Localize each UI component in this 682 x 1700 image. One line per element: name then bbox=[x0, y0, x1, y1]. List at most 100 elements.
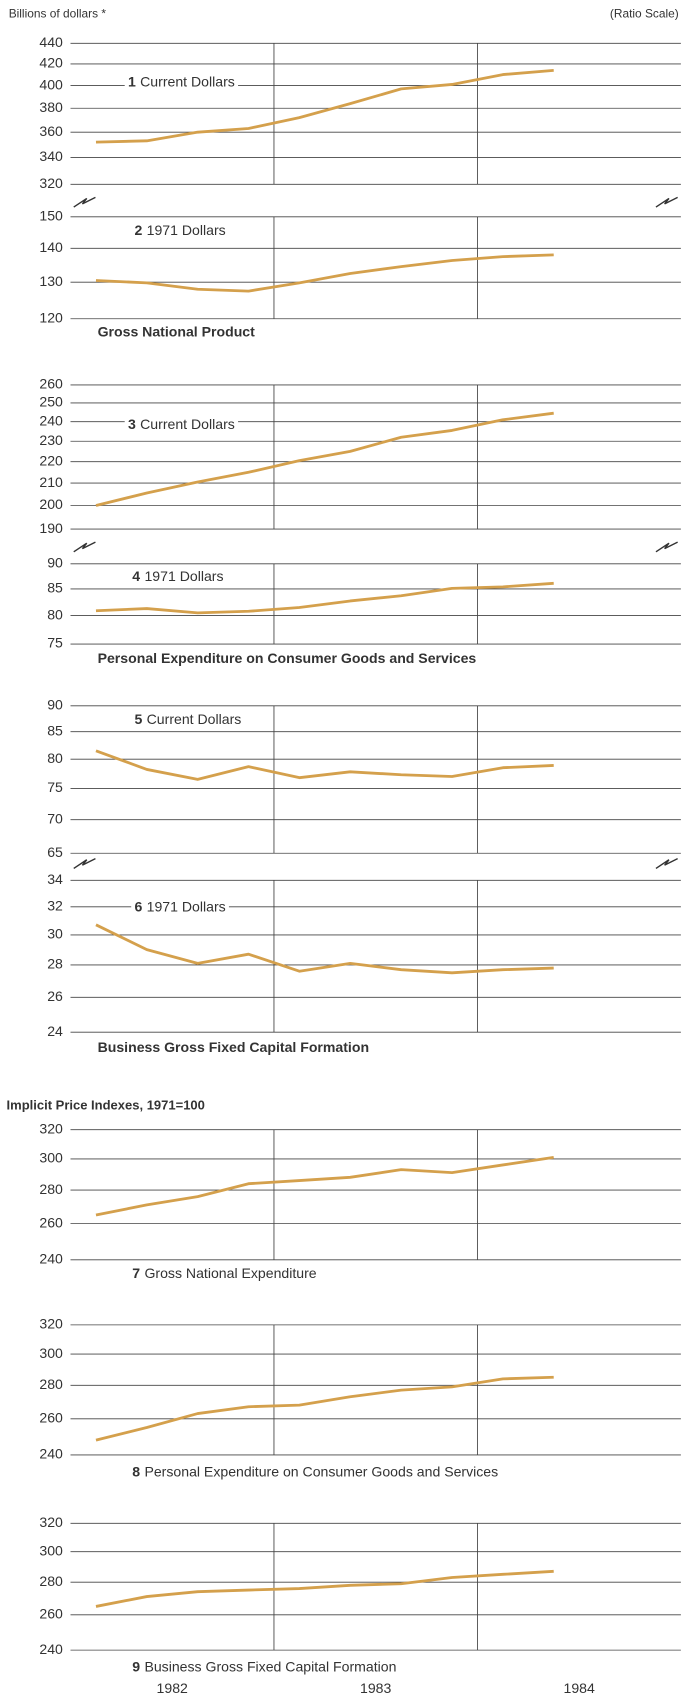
series-number: 4 bbox=[132, 568, 140, 584]
series-line bbox=[95, 1155, 554, 1217]
axis-break bbox=[655, 858, 678, 870]
y-tick-label: 65 bbox=[47, 844, 63, 860]
series-name: Current Dollars bbox=[140, 73, 235, 89]
series-name: Personal Expenditure on Consumer Goods a… bbox=[144, 1463, 498, 1479]
y-tick-label: 80 bbox=[47, 606, 63, 622]
label-background bbox=[129, 1463, 502, 1480]
y-tick-label: 34 bbox=[47, 871, 63, 887]
series-name: 1971 Dollars bbox=[144, 568, 223, 584]
y-tick-label: 75 bbox=[47, 779, 63, 795]
series-name: Current Dollars bbox=[147, 711, 242, 727]
y-tick-label: 120 bbox=[39, 309, 63, 325]
label-background bbox=[131, 898, 229, 915]
y-tick-label: 32 bbox=[47, 897, 63, 913]
axis-break bbox=[73, 858, 96, 870]
y-tick-label: 130 bbox=[39, 273, 63, 289]
series-label: 4 1971 Dollars bbox=[132, 568, 223, 584]
series-label: 7 Gross National Expenditure bbox=[132, 1265, 317, 1281]
label-background bbox=[131, 221, 229, 238]
y-tick-label: 320 bbox=[39, 1120, 63, 1136]
series-label: 8 Personal Expenditure on Consumer Goods … bbox=[132, 1463, 498, 1479]
y-tick-label: 140 bbox=[39, 239, 63, 255]
y-tick-label: 300 bbox=[39, 1345, 63, 1361]
series-line bbox=[95, 749, 554, 781]
caption: Personal Expenditure on Consumer Goods a… bbox=[98, 650, 477, 666]
series-number: 8 bbox=[132, 1463, 140, 1479]
y-tick-label: 360 bbox=[39, 123, 63, 139]
series-label: 6 1971 Dollars bbox=[134, 898, 225, 914]
y-tick-label: 80 bbox=[47, 750, 63, 766]
series-label: 5 Current Dollars bbox=[134, 711, 241, 727]
y-tick-label: 280 bbox=[39, 1376, 63, 1392]
y-tick-label: 280 bbox=[39, 1181, 63, 1197]
label-background bbox=[124, 73, 239, 90]
series-line bbox=[95, 1569, 554, 1608]
y-tick-label: 220 bbox=[39, 452, 63, 468]
series-name: 1971 Dollars bbox=[147, 898, 226, 914]
label-background bbox=[131, 710, 245, 727]
y-tick-label: 260 bbox=[39, 376, 63, 392]
y-tick-label: 340 bbox=[39, 148, 63, 164]
caption: Gross National Product bbox=[98, 324, 256, 340]
y-tick-label: 150 bbox=[39, 208, 63, 224]
y-tick-label: 210 bbox=[39, 474, 63, 490]
y-tick-label: 320 bbox=[39, 1514, 63, 1530]
label-background bbox=[129, 1658, 400, 1675]
y-tick-label: 280 bbox=[39, 1573, 63, 1589]
series-name: 1971 Dollars bbox=[147, 222, 226, 238]
series-number: 5 bbox=[134, 711, 142, 727]
y-tick-label: 380 bbox=[39, 99, 63, 115]
axis-break bbox=[73, 196, 96, 208]
series-name: Gross National Expenditure bbox=[144, 1265, 316, 1281]
x-tick-label: 1983 bbox=[360, 1680, 391, 1696]
y-tick-label: 250 bbox=[39, 394, 63, 410]
y-tick-label: 420 bbox=[39, 55, 63, 71]
series-label: 3 Current Dollars bbox=[128, 416, 235, 432]
y-tick-label: 24 bbox=[47, 1023, 63, 1039]
scale-label: (Ratio Scale) bbox=[610, 6, 679, 20]
series-label: 2 1971 Dollars bbox=[134, 222, 225, 238]
label-background bbox=[129, 1264, 321, 1281]
series-number: 2 bbox=[134, 222, 142, 238]
x-tick-label: 1982 bbox=[157, 1680, 188, 1696]
section-title: Implicit Price Indexes, 1971=100 bbox=[7, 1097, 205, 1112]
y-tick-label: 300 bbox=[39, 1542, 63, 1558]
series-number: 3 bbox=[128, 416, 136, 432]
y-tick-label: 28 bbox=[47, 956, 63, 972]
series-number: 1 bbox=[128, 73, 136, 89]
y-tick-label: 240 bbox=[39, 1251, 63, 1267]
y-tick-label: 90 bbox=[47, 554, 63, 570]
series-line bbox=[95, 1375, 554, 1442]
series-line bbox=[95, 411, 554, 507]
y-tick-label: 260 bbox=[39, 1606, 63, 1622]
series-line bbox=[95, 581, 554, 615]
y-tick-label: 85 bbox=[47, 580, 63, 596]
y-tick-label: 75 bbox=[47, 635, 63, 651]
label-background bbox=[124, 415, 239, 432]
series-label: 1 Current Dollars bbox=[128, 73, 235, 89]
y-tick-label: 260 bbox=[39, 1214, 63, 1230]
y-tick-label: 240 bbox=[39, 1446, 63, 1462]
x-tick-label: 1984 bbox=[563, 1680, 594, 1696]
series-label: 9 Business Gross Fixed Capital Formation bbox=[132, 1658, 396, 1674]
y-tick-label: 190 bbox=[39, 520, 63, 536]
y-tick-label: 400 bbox=[39, 76, 63, 92]
y-tick-label: 240 bbox=[39, 1641, 63, 1657]
y-tick-label: 440 bbox=[39, 34, 63, 50]
axis-break bbox=[655, 541, 678, 553]
label-background bbox=[129, 567, 227, 584]
y-tick-label: 26 bbox=[47, 988, 63, 1004]
y-tick-label: 200 bbox=[39, 496, 63, 512]
y-tick-label: 85 bbox=[47, 722, 63, 738]
unit-label: Billions of dollars * bbox=[9, 6, 107, 20]
caption: Business Gross Fixed Capital Formation bbox=[98, 1039, 369, 1055]
y-tick-label: 90 bbox=[47, 697, 63, 713]
series-name: Current Dollars bbox=[140, 416, 235, 432]
series-name: Business Gross Fixed Capital Formation bbox=[144, 1658, 396, 1674]
y-tick-label: 320 bbox=[39, 175, 63, 191]
axis-break bbox=[655, 196, 678, 208]
series-line bbox=[95, 253, 554, 293]
y-tick-label: 320 bbox=[39, 1316, 63, 1332]
